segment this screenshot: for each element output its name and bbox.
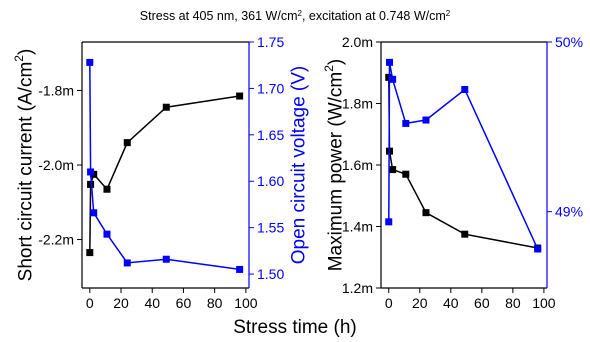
- data-point-right: [534, 245, 542, 253]
- y-left-axis-label: Short circuit current (A/cm2): [12, 49, 37, 282]
- data-point-right: [87, 168, 95, 176]
- x-tick-label: 0: [86, 295, 94, 311]
- x-tick-label: 80: [505, 295, 521, 311]
- x-tick-label: 100: [234, 295, 258, 311]
- y-right-tick-label: 1.75: [257, 34, 284, 50]
- x-tick-label: 40: [443, 295, 459, 311]
- y-right-axis-label: Open circuit voltage (V): [289, 66, 310, 265]
- y-left-tick-label: 1.6m: [342, 157, 373, 173]
- data-point-right: [461, 86, 469, 94]
- data-point-left: [236, 92, 244, 100]
- y-right-tick-label: 1.70: [257, 80, 284, 96]
- series-line-right: [89, 62, 240, 271]
- data-point-left: [162, 103, 170, 111]
- data-point-left: [402, 170, 410, 178]
- x-tick-label: 0: [385, 295, 393, 311]
- data-point-right: [386, 58, 394, 66]
- chart-left-panel: 0 20 40 60 80 100 -1.8m -2.0m -2.2m 1.75 1.70 1.65 1…: [12, 34, 310, 311]
- data-point-left: [123, 139, 131, 147]
- data-point-right: [422, 116, 430, 124]
- y-right-tick-label: 1.60: [257, 173, 284, 189]
- data-point-right: [162, 255, 170, 263]
- data-point-left: [86, 249, 94, 257]
- data-point-right: [123, 259, 131, 267]
- data-point-right: [389, 75, 397, 83]
- x-axis-label: Stress time (h): [233, 317, 357, 338]
- data-point-left: [422, 209, 430, 217]
- data-point-left: [87, 180, 95, 188]
- y-right-tick-label: 49%: [555, 204, 583, 220]
- data-point-right: [86, 58, 94, 66]
- y-right-tick-label: 50%: [555, 34, 583, 50]
- figure-title: Stress at 405 nm, 361 W/cm2, excitation …: [140, 9, 451, 24]
- x-tick-label: 80: [207, 295, 223, 311]
- data-point-right: [236, 265, 244, 273]
- data-point-left: [389, 166, 397, 174]
- x-tick-label: 40: [144, 295, 160, 311]
- y-right-tick-label: 1.65: [257, 127, 284, 143]
- y-left-tick-label: -2.0m: [38, 157, 74, 173]
- series-line-left: [89, 95, 240, 253]
- y-left-tick-label: -1.8m: [38, 82, 74, 98]
- y-left-tick-label: 1.4m: [342, 219, 373, 235]
- x-tick-label: 60: [176, 295, 192, 311]
- y-left-axis-label: Maximum power (W/cm2): [322, 59, 347, 272]
- data-point-right: [90, 209, 98, 217]
- data-point-left: [103, 185, 111, 193]
- y-right-tick-label: 1.55: [257, 220, 284, 236]
- y-left-tick-label: 1.8m: [342, 96, 373, 112]
- data-point-right: [402, 119, 410, 127]
- x-tick-label: 100: [532, 295, 556, 311]
- x-tick-label: 20: [412, 295, 428, 311]
- y-left-tick-label: -2.2m: [38, 232, 74, 248]
- y-left-tick-label: 2.0m: [342, 34, 373, 50]
- data-point-right: [103, 230, 111, 238]
- x-tick-label: 20: [113, 295, 129, 311]
- chart-right-panel: 0 20 40 60 80 100 2.0m 1.8m 1.6m 1.4m 1.2m 50% 49% Ma…: [322, 34, 583, 311]
- x-tick-label: 60: [474, 295, 490, 311]
- y-right-tick-label: 1.50: [257, 266, 284, 282]
- series-line-left: [388, 77, 538, 249]
- y-left-tick-label: 1.2m: [342, 280, 373, 296]
- data-point-left: [461, 230, 469, 238]
- data-point-right: [385, 218, 393, 226]
